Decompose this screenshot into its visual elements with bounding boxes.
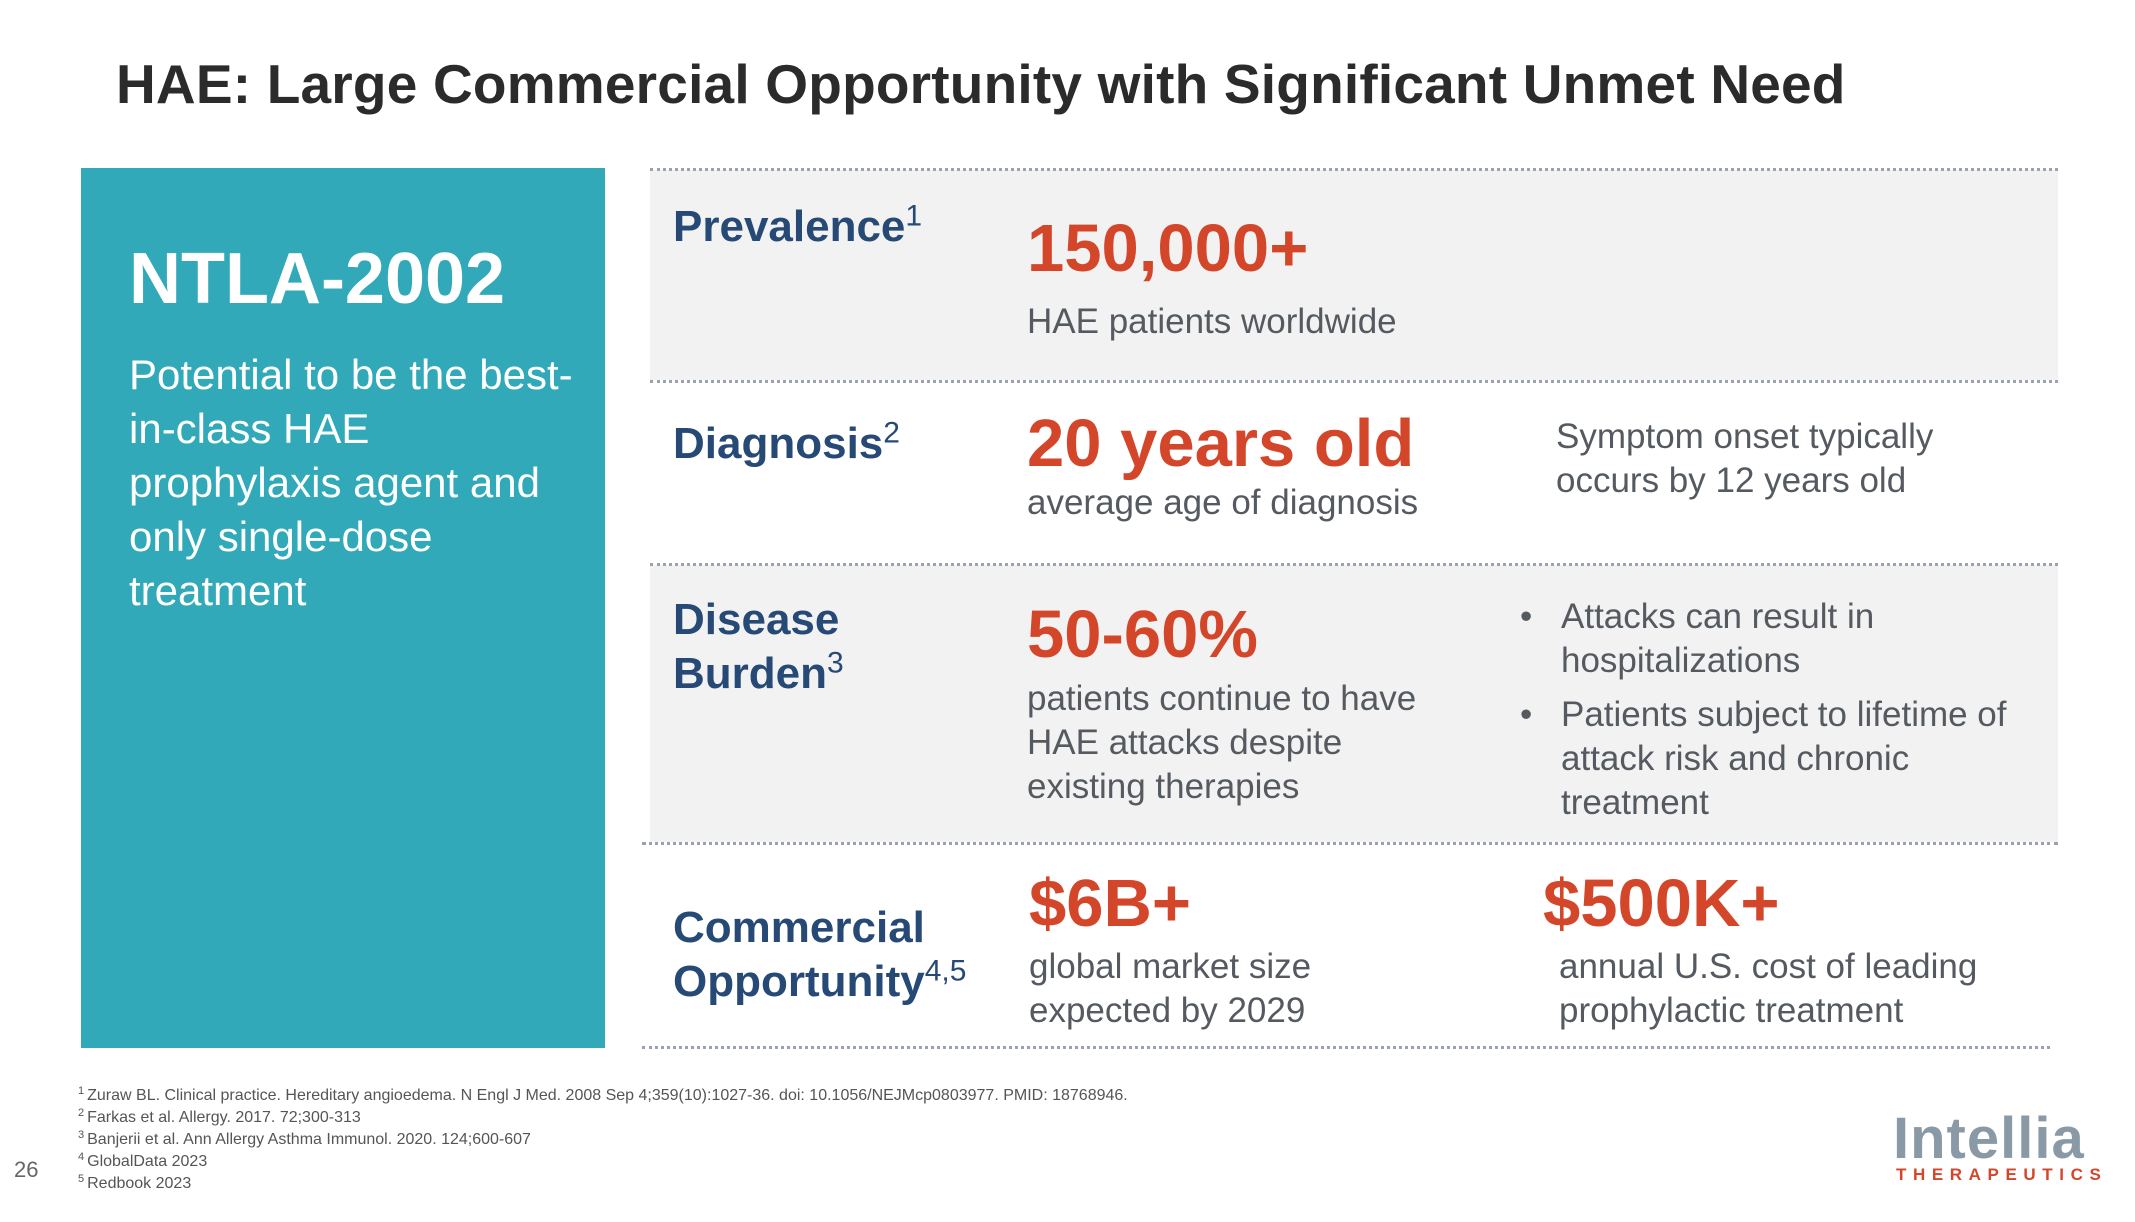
prevalence-stat: 150,000+ [1027, 211, 1309, 286]
page-number: 26 [14, 1157, 39, 1182]
divider [650, 380, 2058, 383]
prevalence-desc: HAE patients worldwide [1027, 302, 1397, 341]
product-panel: NTLA-2002 Potential to be the best-in-cl… [81, 168, 605, 1048]
logo-subtitle: THERAPEUTICS [1896, 1165, 2108, 1184]
burden-stat: 50-60% [1027, 597, 1258, 672]
divider [642, 842, 2058, 845]
burden-row-bg [650, 565, 2058, 842]
burden-bullets: • Attacks can result in hospitalizations… [1520, 595, 2020, 835]
diagnosis-stat: 20 years old [1027, 406, 1415, 481]
slide-title: HAE: Large Commercial Opportunity with S… [116, 53, 1846, 115]
diagnosis-desc: average age of diagnosis [1027, 483, 1419, 522]
bullet-glyph: • [1520, 695, 1533, 734]
footnote-ref: 3 [827, 646, 844, 680]
footnote-ref: 4,5 [924, 954, 967, 988]
logo-wordmark: Intellia [1893, 1106, 2085, 1171]
prevalence-row-bg [650, 170, 2058, 380]
divider [642, 1046, 2050, 1049]
footnote: 5 Redbook 2023 [78, 1172, 192, 1192]
list-item: • Patients subject to lifetime of attack… [1520, 695, 2007, 822]
diagnosis-label: Diagnosis2 [673, 416, 900, 468]
product-description: Potential to be the best-in-class HAE pr… [129, 351, 573, 614]
footnote: 4 GlobalData 2023 [78, 1150, 208, 1170]
cost-stat: $500K+ [1543, 866, 1780, 941]
market-size-stat: $6B+ [1029, 866, 1192, 941]
footnote-ref: 1 [905, 199, 923, 233]
footnote: 3 Banjerii et al. Ann Allergy Asthma Immu… [78, 1128, 531, 1148]
bullet-glyph: • [1520, 597, 1533, 636]
commercial-label: Commercial Opportunity4,5 [673, 903, 967, 1006]
divider [650, 168, 2058, 171]
list-item: • Attacks can result in hospitalizations [1520, 597, 1875, 680]
prevalence-label: Prevalence1 [673, 199, 923, 251]
cost-desc: annual U.S. cost of leading prophylactic… [1559, 947, 1978, 1030]
footnotes: 1 Zuraw BL. Clinical practice. Hereditary… [78, 1085, 1128, 1195]
burden-desc: patients continue to have HAE attacks de… [1027, 679, 1417, 806]
burden-label: Disease Burden3 [673, 595, 844, 698]
intellia-logo: Intellia THERAPEUTICS [1893, 1105, 2101, 1185]
footnote: 1 Zuraw BL. Clinical practice. Hereditary… [78, 1084, 1128, 1104]
diagnosis-note: Symptom onset typically occurs by 12 yea… [1556, 417, 1934, 500]
product-name: NTLA-2002 [129, 239, 506, 319]
divider [650, 563, 2058, 566]
footnote-ref: 2 [883, 416, 900, 450]
footnote: 2 Farkas et al. Allergy. 2017. 72;300-313 [78, 1106, 361, 1126]
market-size-desc: global market size expected by 2029 [1029, 947, 1312, 1030]
